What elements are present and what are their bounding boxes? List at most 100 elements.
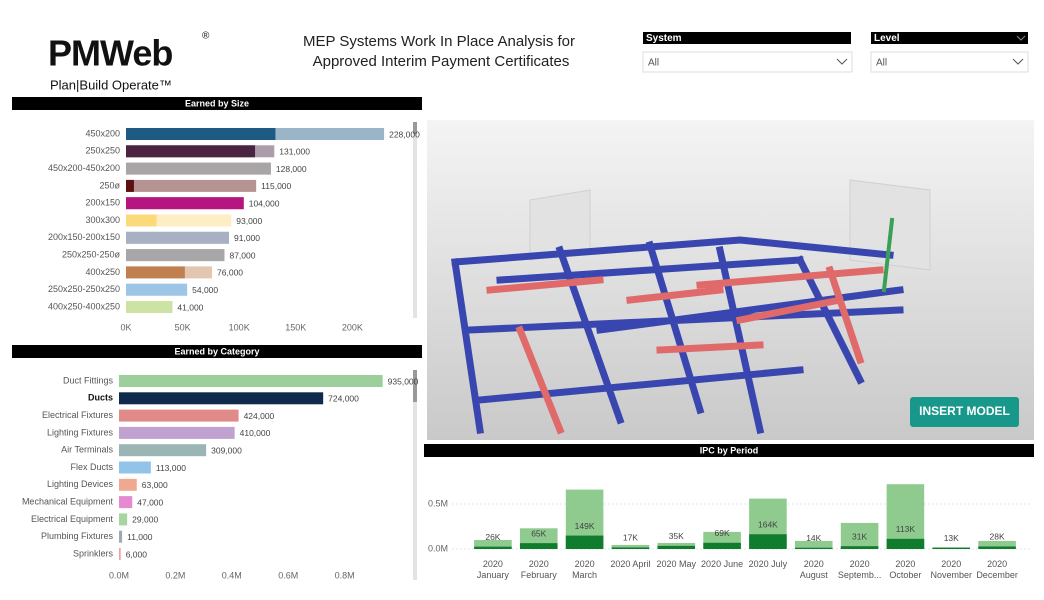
chart-title: Earned by Category (174, 346, 259, 356)
data-label: 164K (758, 519, 778, 529)
y-tick-label: 200x150 (85, 198, 120, 208)
duct (486, 265, 884, 435)
x-tick-label: 0.2M (165, 570, 185, 580)
scrollbar[interactable] (413, 370, 417, 580)
bar (119, 392, 324, 405)
dropdown-value[interactable]: All (648, 58, 659, 69)
y-tick-label: Flex Ducts (70, 462, 113, 472)
filter-label: System (646, 33, 682, 44)
y-tick-label: 300x300 (85, 215, 120, 225)
y-tick-label: Lighting Devices (47, 479, 114, 489)
chart-title-bar (12, 97, 422, 110)
data-label: 935,000 (388, 376, 419, 386)
data-label: 31K (852, 531, 867, 541)
y-tick-label: 250x250 (85, 146, 120, 156)
button-label[interactable]: INSERT MODEL (919, 404, 1010, 418)
y-tick-label: Lighting Fixtures (47, 427, 114, 437)
bar-highlight (126, 301, 173, 313)
insert-model-button[interactable] (910, 397, 1019, 427)
bar-total (886, 484, 925, 549)
bar (119, 426, 235, 439)
bar-highlight (126, 179, 134, 192)
model (451, 179, 931, 435)
data-label: 724,000 (328, 394, 359, 404)
chart-title: Earned by Size (185, 98, 249, 108)
bar (119, 530, 123, 543)
bar-total (611, 544, 650, 549)
data-label: 76,000 (217, 268, 243, 278)
x-tick-label: 2020 June (701, 559, 744, 569)
x-tick-label: 2020 May (656, 559, 697, 569)
bar (119, 375, 383, 387)
data-label: 65K (531, 528, 546, 538)
bar (794, 547, 833, 549)
bar-total (978, 540, 1016, 549)
chevron (1012, 58, 1024, 65)
y-tick-label: 400x250 (85, 267, 120, 277)
dropdown[interactable] (870, 51, 1029, 73)
data-label: 410,000 (240, 428, 271, 438)
bar (886, 538, 925, 549)
chevron (836, 58, 848, 65)
bar-highlight (126, 197, 244, 210)
data-label: 29,000 (132, 515, 158, 525)
data-label: 11,000 (127, 532, 153, 542)
x-tick-label: 0.4M (222, 570, 242, 580)
chart-title: IPC by Period (700, 445, 759, 455)
x-tick-label: 2020 December (976, 559, 1018, 580)
x-tick-label: 0.6M (278, 570, 298, 580)
y-tick-label: Plumbing Fixtures (41, 531, 114, 541)
bar-highlight (126, 231, 230, 244)
data-label: 6,000 (126, 549, 148, 559)
y-tick-label: 450x200 (85, 128, 120, 138)
x-tick-label: 200K (342, 322, 363, 332)
y-tick-label: 0.0M (428, 543, 448, 553)
bar-highlight (126, 249, 225, 262)
x-tick-label: 2020 October (889, 559, 922, 580)
x-tick-label: 2020 February (520, 559, 557, 580)
y-tick-label: 400x250-400x250 (48, 301, 120, 311)
chart-title-bar (12, 345, 422, 358)
x-tick-label: 100K (229, 322, 250, 332)
page-title: Approved Interim Payment Certificates (313, 53, 570, 70)
data-label: 104,000 (249, 198, 280, 208)
dropdown-value[interactable]: All (876, 58, 887, 69)
bar (611, 547, 650, 549)
bar-total (840, 522, 879, 549)
y-tick-label: Ducts (88, 393, 113, 403)
data-label: 35K (669, 531, 684, 541)
x-tick-label: 0.0M (109, 570, 129, 580)
x-tick-label: 0.8M (335, 570, 355, 580)
duct (451, 236, 904, 435)
data-label: 87,000 (229, 250, 255, 260)
filter-label: Level (874, 33, 900, 44)
x-tick-label: 50K (175, 322, 191, 332)
dropdown[interactable] (642, 51, 853, 73)
data-label: 69K (715, 528, 730, 538)
chart-title-bar (424, 444, 1034, 457)
bar-total (794, 540, 833, 549)
scroll-thumb[interactable] (413, 122, 417, 134)
x-tick-label: 2020 July (748, 559, 788, 569)
data-label: 47,000 (137, 497, 163, 507)
bar (474, 546, 512, 549)
bar-highlight (126, 214, 157, 227)
bar (749, 534, 787, 549)
data-label: 115,000 (261, 181, 291, 191)
bar (932, 547, 971, 549)
x-tick-label: 2020 April (610, 559, 651, 569)
scroll-thumb[interactable] (413, 370, 417, 402)
bar-highlight (126, 128, 276, 140)
data-label: 113,000 (156, 463, 186, 473)
data-label: 63,000 (142, 480, 168, 490)
x-tick-label: 150K (285, 322, 306, 332)
data-label: 309,000 (211, 445, 242, 455)
logo: PMWeb (48, 33, 172, 74)
bar (119, 548, 121, 560)
filter-header (871, 32, 1028, 44)
y-tick-label: 250x250-250ø (62, 249, 121, 259)
bar (978, 546, 1016, 549)
scrollbar[interactable] (413, 122, 417, 318)
pipe (881, 217, 895, 293)
